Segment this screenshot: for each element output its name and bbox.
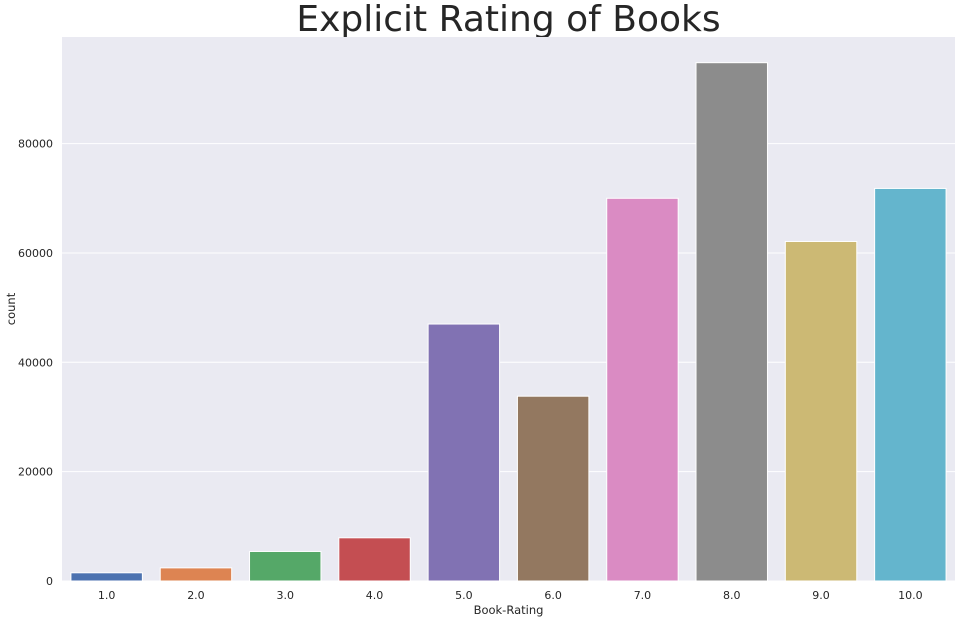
bars bbox=[70, 62, 947, 582]
x-tick-label: 3.0 bbox=[277, 589, 295, 602]
x-tick-label: 5.0 bbox=[455, 589, 473, 602]
bar-6.0 bbox=[516, 395, 590, 582]
y-axis-ticks: 0 20000 40000 60000 80000 bbox=[18, 138, 53, 588]
x-tick-label: 7.0 bbox=[634, 589, 652, 602]
x-tick-label: 8.0 bbox=[723, 589, 741, 602]
y-tick-label: 60000 bbox=[18, 247, 53, 260]
x-tick-label: 10.0 bbox=[898, 589, 923, 602]
x-tick-label: 2.0 bbox=[187, 589, 205, 602]
x-axis-label: Book-Rating bbox=[474, 603, 544, 617]
bar-4.0 bbox=[338, 537, 411, 582]
bar-5.0 bbox=[427, 323, 501, 582]
x-tick-label: 9.0 bbox=[812, 589, 830, 602]
x-tick-label: 6.0 bbox=[544, 589, 562, 602]
x-axis-ticks: 1.0 2.0 3.0 4.0 5.0 6.0 7.0 8.0 9.0 10.0 bbox=[98, 589, 923, 602]
y-tick-label: 20000 bbox=[18, 466, 53, 479]
bar-8.0 bbox=[695, 62, 768, 582]
bar-9.0 bbox=[784, 240, 858, 582]
x-tick-label: 1.0 bbox=[98, 589, 116, 602]
bar-2.0 bbox=[159, 567, 233, 582]
bar-10.0 bbox=[874, 187, 947, 582]
y-axis-label: count bbox=[4, 292, 18, 325]
bar-7.0 bbox=[606, 197, 679, 582]
bar-3.0 bbox=[249, 550, 322, 582]
bar-1.0 bbox=[70, 572, 143, 582]
y-tick-label: 80000 bbox=[18, 138, 53, 151]
chart-title: Explicit Rating of Books bbox=[296, 0, 721, 40]
x-tick-label: 4.0 bbox=[366, 589, 384, 602]
y-tick-label: 0 bbox=[46, 575, 53, 588]
y-tick-label: 40000 bbox=[18, 356, 53, 369]
